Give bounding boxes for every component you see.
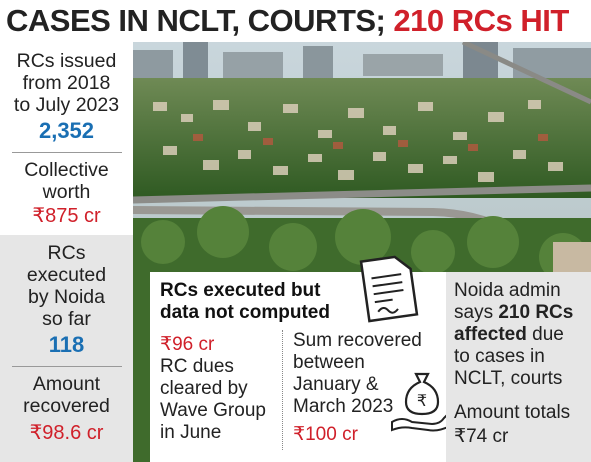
headline-highlight: 210 RCs HIT (393, 3, 569, 38)
issued-label-line: from 2018 (22, 72, 111, 94)
sidebar-bottom-block (0, 235, 133, 462)
panel-title-line: RCs executed but (160, 280, 321, 301)
sum-recovered-line: Sum recovered (293, 330, 422, 351)
executed-label-line: by Noida (28, 286, 105, 308)
worth-label-line: Collective (24, 159, 109, 181)
noida-admin-line: NCLT, courts (454, 368, 563, 389)
issued-value: 2,352 (38, 118, 95, 143)
sum-recovered-line: March 2023 (293, 396, 394, 417)
sum-recovered-value: ₹100 cr (293, 424, 358, 445)
rc-dues-line: cleared by (160, 378, 248, 399)
executed-value: 118 (48, 332, 85, 357)
amount-label: Amount recovered (0, 373, 133, 417)
column-divider (282, 330, 283, 450)
worth-value: ₹875 cr (32, 205, 101, 227)
sidebar-top-block (0, 42, 133, 235)
amount-label-line: recovered (23, 395, 110, 417)
noida-admin-line: says 210 RCs (454, 302, 591, 324)
panel-title: RCs executed but data not computed (160, 280, 360, 324)
rc-dues-line: RC dues (160, 356, 234, 377)
executed-label-line: RCs (47, 242, 86, 264)
rc-dues-line: in June (160, 422, 222, 443)
headline: CASES IN NCLT, COURTS; 210 RCs HIT (0, 0, 591, 42)
svg-text:₹: ₹ (417, 391, 427, 410)
sum-recovered-line: January & (293, 374, 379, 395)
sum-recovered-line: between (293, 352, 365, 373)
worth-label: Collective worth (0, 159, 133, 203)
divider (12, 366, 122, 367)
headline-main: CASES IN NCLT, COURTS; (6, 3, 386, 38)
amount-label-line: Amount (32, 373, 101, 395)
panel-title-line: data not computed (160, 302, 330, 323)
rc-dues-text: RC dues cleared by Wave Group in June (160, 356, 266, 444)
executed-label: RCs executed by Noida so far (0, 242, 133, 330)
stats-sidebar: RCs issued from 2018 to July 2023 2,352 … (0, 42, 133, 462)
noida-admin-line: affected due (454, 324, 591, 346)
issued-label-line: to July 2023 (13, 94, 120, 116)
noida-admin-text: Noida admin says 210 RCs affected due to… (454, 280, 591, 390)
divider (12, 152, 122, 153)
noida-admin-line: to cases in (454, 346, 545, 367)
executed-label-line: so far (42, 308, 91, 330)
rc-dues-value: ₹96 cr (160, 334, 215, 355)
noida-admin-fragment: due (526, 324, 564, 345)
affected-word: affected (454, 324, 527, 345)
rc-dues-line: Wave Group (160, 400, 266, 421)
document-icon (359, 255, 419, 323)
money-hand-icon: ₹ (391, 372, 451, 432)
issued-label-line: RCs issued (16, 50, 117, 72)
amount-totals-label: Amount totals (454, 402, 571, 423)
amount-totals-value: ₹74 cr (454, 426, 509, 447)
issued-label: RCs issued from 2018 to July 2023 (0, 50, 133, 116)
noida-admin-line: Noida admin (454, 280, 561, 301)
executed-label-line: executed (26, 264, 107, 286)
sum-recovered-text: Sum recovered between January & March 20… (293, 330, 422, 418)
noida-admin-box: Noida admin says 210 RCs affected due to… (446, 272, 591, 462)
rcs-affected-count: 210 RCs (498, 302, 574, 323)
amount-value: ₹98.6 cr (29, 422, 104, 444)
worth-label-line: worth (42, 181, 91, 203)
noida-admin-fragment: says (454, 302, 499, 323)
